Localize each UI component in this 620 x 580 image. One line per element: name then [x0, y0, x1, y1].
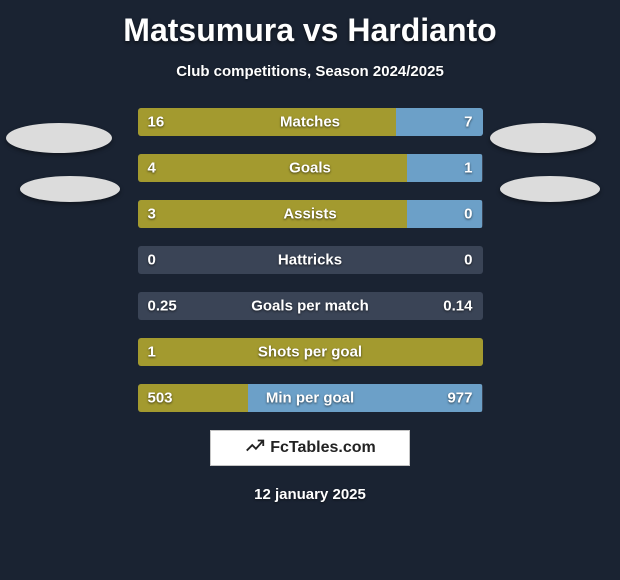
- comparison-chart: 16 Matches 7 4 Goals 1 3 Assists 0 0 Hattricks 0 0.2…: [0, 108, 620, 412]
- stat-right-value: 7: [464, 114, 472, 131]
- stat-bar-left: [138, 200, 407, 228]
- stat-label: Assists: [283, 206, 336, 223]
- decorative-ellipse: [20, 176, 120, 202]
- branding-badge: FcTables.com: [210, 430, 410, 466]
- branding-icon: [244, 435, 266, 462]
- stat-left-value: 3: [148, 206, 156, 223]
- stat-row: 4 Goals 1: [138, 154, 483, 182]
- stat-label: Matches: [280, 114, 340, 131]
- stat-right-value: 977: [447, 390, 472, 407]
- stat-bar-left: [138, 154, 407, 182]
- stat-row: 0.25 Goals per match 0.14: [138, 292, 483, 320]
- stat-bar-left: [138, 108, 397, 136]
- branding-text: FcTables.com: [270, 439, 376, 457]
- stat-row: 0 Hattricks 0: [138, 246, 483, 274]
- stat-left-value: 4: [148, 160, 156, 177]
- snapshot-date: 12 january 2025: [0, 486, 620, 503]
- stat-label: Shots per goal: [258, 344, 362, 361]
- stat-label: Hattricks: [278, 252, 342, 269]
- stat-right-value: 0: [464, 252, 472, 269]
- stat-label: Min per goal: [266, 390, 354, 407]
- stat-right-value: 1: [464, 160, 472, 177]
- stat-row: 16 Matches 7: [138, 108, 483, 136]
- stat-right-value: 0: [464, 206, 472, 223]
- page-subtitle: Club competitions, Season 2024/2025: [0, 63, 620, 80]
- stat-label: Goals per match: [251, 298, 369, 315]
- stat-row: 3 Assists 0: [138, 200, 483, 228]
- stat-label: Goals: [289, 160, 331, 177]
- decorative-ellipse: [500, 176, 600, 202]
- stat-row: 1 Shots per goal: [138, 338, 483, 366]
- stat-left-value: 503: [148, 390, 173, 407]
- stat-left-value: 16: [148, 114, 165, 131]
- stat-left-value: 0: [148, 252, 156, 269]
- stat-row: 503 Min per goal 977: [138, 384, 483, 412]
- stat-right-value: 0.14: [443, 298, 472, 315]
- stat-left-value: 0.25: [148, 298, 177, 315]
- decorative-ellipse: [6, 123, 112, 153]
- decorative-ellipse: [490, 123, 596, 153]
- page-title: Matsumura vs Hardianto: [0, 0, 620, 49]
- stat-left-value: 1: [148, 344, 156, 361]
